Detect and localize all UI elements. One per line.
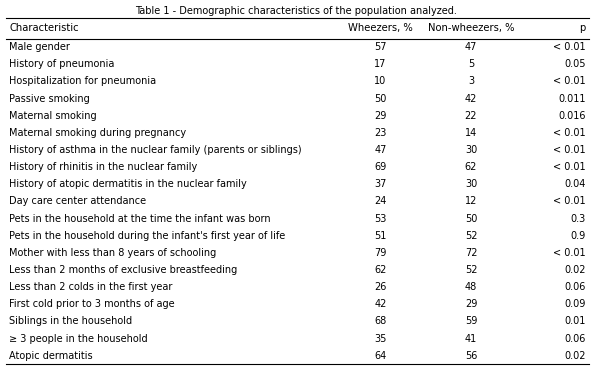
Text: 29: 29 — [374, 111, 387, 121]
Text: Wheezers, %: Wheezers, % — [348, 23, 413, 33]
Text: Mother with less than 8 years of schooling: Mother with less than 8 years of schooli… — [9, 248, 217, 258]
Text: 56: 56 — [465, 351, 477, 361]
Text: 10: 10 — [375, 77, 387, 86]
Text: 0.09: 0.09 — [564, 299, 585, 309]
Text: 0.05: 0.05 — [564, 59, 585, 69]
Text: 5: 5 — [468, 59, 474, 69]
Text: 0.04: 0.04 — [564, 179, 585, 190]
Text: 68: 68 — [375, 316, 387, 326]
Text: 0.02: 0.02 — [564, 351, 585, 361]
Text: 50: 50 — [465, 213, 477, 224]
Text: Hospitalization for pneumonia: Hospitalization for pneumonia — [9, 77, 157, 86]
Text: 41: 41 — [465, 334, 477, 344]
Text: 48: 48 — [465, 282, 477, 292]
Text: 35: 35 — [374, 334, 387, 344]
Text: < 0.01: < 0.01 — [553, 77, 585, 86]
Text: 0.06: 0.06 — [564, 334, 585, 344]
Text: 14: 14 — [465, 128, 477, 138]
Text: 24: 24 — [374, 197, 387, 206]
Text: 72: 72 — [465, 248, 477, 258]
Text: < 0.01: < 0.01 — [553, 162, 585, 172]
Text: < 0.01: < 0.01 — [553, 197, 585, 206]
Text: Pets in the household at the time the infant was born: Pets in the household at the time the in… — [9, 213, 271, 224]
Text: < 0.01: < 0.01 — [553, 248, 585, 258]
Text: 47: 47 — [465, 42, 477, 52]
Text: 29: 29 — [465, 299, 477, 309]
Text: 0.3: 0.3 — [570, 213, 585, 224]
Text: 22: 22 — [465, 111, 477, 121]
Text: 69: 69 — [375, 162, 387, 172]
Text: 30: 30 — [465, 145, 477, 155]
Text: Male gender: Male gender — [9, 42, 70, 52]
Text: 0.9: 0.9 — [570, 231, 585, 241]
Text: < 0.01: < 0.01 — [553, 145, 585, 155]
Text: 52: 52 — [465, 265, 477, 275]
Text: Non-wheezers, %: Non-wheezers, % — [427, 23, 514, 33]
Text: Day care center attendance: Day care center attendance — [9, 197, 147, 206]
Text: History of pneumonia: History of pneumonia — [9, 59, 115, 69]
Text: 52: 52 — [465, 231, 477, 241]
Text: < 0.01: < 0.01 — [553, 42, 585, 52]
Text: History of rhinitis in the nuclear family: History of rhinitis in the nuclear famil… — [9, 162, 198, 172]
Text: 23: 23 — [374, 128, 387, 138]
Text: Pets in the household during the infant's first year of life: Pets in the household during the infant'… — [9, 231, 286, 241]
Text: 0.01: 0.01 — [564, 316, 585, 326]
Text: Table 1 - Demographic characteristics of the population analyzed.: Table 1 - Demographic characteristics of… — [135, 6, 457, 15]
Text: Characteristic: Characteristic — [9, 23, 79, 33]
Text: Less than 2 months of exclusive breastfeeding: Less than 2 months of exclusive breastfe… — [9, 265, 238, 275]
Text: Atopic dermatitis: Atopic dermatitis — [9, 351, 93, 361]
Text: 51: 51 — [374, 231, 387, 241]
Text: 57: 57 — [374, 42, 387, 52]
Text: Siblings in the household: Siblings in the household — [9, 316, 133, 326]
Text: 0.06: 0.06 — [564, 282, 585, 292]
Text: 12: 12 — [465, 197, 477, 206]
Text: Less than 2 colds in the first year: Less than 2 colds in the first year — [9, 282, 173, 292]
Text: 53: 53 — [374, 213, 387, 224]
Text: Passive smoking: Passive smoking — [9, 93, 90, 104]
Text: History of atopic dermatitis in the nuclear family: History of atopic dermatitis in the nucl… — [9, 179, 247, 190]
Text: 26: 26 — [374, 282, 387, 292]
Text: 0.011: 0.011 — [558, 93, 585, 104]
Text: < 0.01: < 0.01 — [553, 128, 585, 138]
Text: 79: 79 — [374, 248, 387, 258]
Text: 0.016: 0.016 — [558, 111, 585, 121]
Text: 47: 47 — [374, 145, 387, 155]
Text: ≥ 3 people in the household: ≥ 3 people in the household — [9, 334, 148, 344]
Text: 62: 62 — [374, 265, 387, 275]
Text: 37: 37 — [374, 179, 387, 190]
Text: 64: 64 — [375, 351, 387, 361]
Text: 42: 42 — [465, 93, 477, 104]
Text: 59: 59 — [465, 316, 477, 326]
Text: Maternal smoking during pregnancy: Maternal smoking during pregnancy — [9, 128, 186, 138]
Text: 17: 17 — [374, 59, 387, 69]
Text: p: p — [579, 23, 585, 33]
Text: 0.02: 0.02 — [564, 265, 585, 275]
Text: 62: 62 — [465, 162, 477, 172]
Text: Maternal smoking: Maternal smoking — [9, 111, 97, 121]
Text: 30: 30 — [465, 179, 477, 190]
Text: 3: 3 — [468, 77, 474, 86]
Text: First cold prior to 3 months of age: First cold prior to 3 months of age — [9, 299, 175, 309]
Text: 50: 50 — [374, 93, 387, 104]
Text: History of asthma in the nuclear family (parents or siblings): History of asthma in the nuclear family … — [9, 145, 302, 155]
Text: 42: 42 — [374, 299, 387, 309]
